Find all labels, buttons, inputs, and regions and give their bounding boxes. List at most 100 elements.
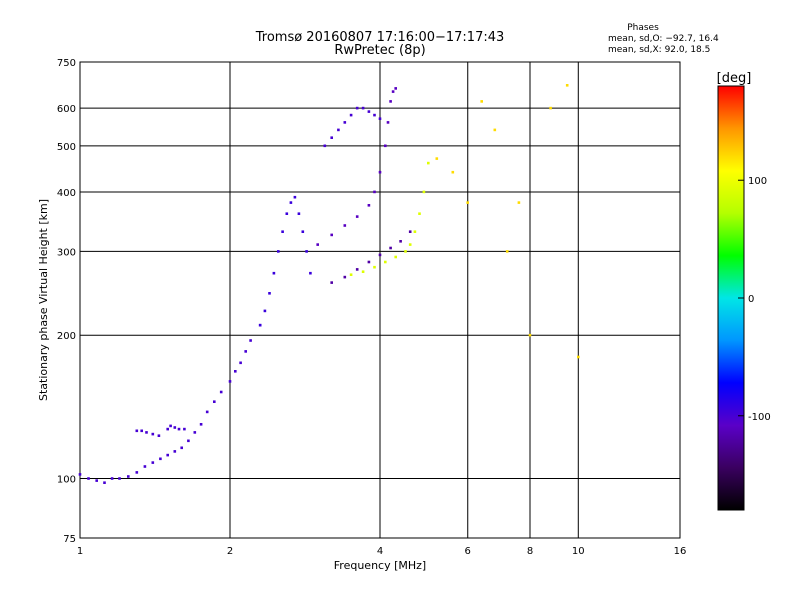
y-tick-label: 600 xyxy=(57,104,76,115)
plot-area xyxy=(78,61,681,539)
data-point xyxy=(361,106,365,110)
data-point xyxy=(367,260,371,264)
data-point xyxy=(378,170,382,174)
data-point xyxy=(199,423,203,426)
data-point xyxy=(466,201,469,204)
x-tick-label: 2 xyxy=(227,546,233,557)
data-point xyxy=(309,271,312,275)
phase-colorbar: [deg] 100 0 -100 xyxy=(717,71,771,511)
data-point xyxy=(228,380,232,383)
data-point xyxy=(169,424,172,428)
data-point xyxy=(389,100,392,103)
x-tick-label: 10 xyxy=(572,546,585,557)
data-point xyxy=(330,136,333,139)
data-point xyxy=(293,195,297,199)
data-point xyxy=(258,323,262,327)
data-point xyxy=(378,117,382,120)
y-tick-label: 200 xyxy=(57,331,76,342)
phases-x-line: mean, sd,X: 92.0, 18.5 xyxy=(608,45,710,55)
data-point xyxy=(422,190,426,194)
data-point xyxy=(166,453,169,457)
data-point xyxy=(408,230,412,233)
data-point xyxy=(268,292,271,295)
data-point xyxy=(159,457,162,461)
data-point xyxy=(263,309,267,313)
data-point xyxy=(330,233,333,237)
colorbar-tick-label: 0 xyxy=(748,294,754,305)
y-tick-label: 750 xyxy=(57,58,76,69)
x-tick-label: 8 xyxy=(527,546,533,557)
data-point xyxy=(305,250,308,253)
data-point xyxy=(173,450,177,453)
data-point xyxy=(95,479,98,482)
data-point xyxy=(219,390,223,394)
data-point xyxy=(297,212,301,215)
data-point xyxy=(565,84,569,87)
y-tick-label: 300 xyxy=(57,247,76,258)
phases-title: Phases xyxy=(627,23,659,33)
data-point xyxy=(166,427,169,431)
data-point xyxy=(337,128,340,132)
data-point xyxy=(239,361,242,365)
data-point xyxy=(386,121,390,124)
x-axis-label: Frequency [MHz] xyxy=(334,559,426,572)
data-point xyxy=(384,260,387,264)
data-point xyxy=(103,481,106,484)
data-point xyxy=(373,190,376,194)
colorbar-label: [deg] xyxy=(717,71,752,86)
data-point xyxy=(285,212,289,215)
data-point xyxy=(367,204,371,207)
data-point xyxy=(349,113,353,117)
data-point xyxy=(281,230,284,233)
data-point xyxy=(301,230,305,233)
data-point xyxy=(78,473,82,476)
data-point xyxy=(343,224,347,227)
data-point xyxy=(493,128,497,132)
data-point xyxy=(404,250,407,253)
data-point xyxy=(528,333,532,337)
data-point xyxy=(355,215,359,218)
data-point xyxy=(323,144,327,148)
data-point xyxy=(157,434,161,437)
data-point xyxy=(389,246,392,250)
data-point xyxy=(480,100,483,103)
data-point xyxy=(451,170,455,174)
data-point xyxy=(343,121,347,124)
data-point xyxy=(330,281,333,284)
data-points xyxy=(78,84,580,484)
data-point xyxy=(151,461,155,464)
data-point xyxy=(151,432,155,436)
y-tick-label: 400 xyxy=(57,188,76,199)
grid xyxy=(80,62,680,538)
data-point xyxy=(435,157,439,160)
data-point xyxy=(244,350,247,353)
data-point xyxy=(391,90,395,93)
data-point xyxy=(549,106,552,110)
data-point xyxy=(277,250,280,253)
data-point xyxy=(234,370,237,373)
colorbar-tick-label: 100 xyxy=(748,176,767,187)
data-point xyxy=(367,110,371,113)
data-point xyxy=(373,265,376,269)
data-point xyxy=(143,465,147,468)
data-point xyxy=(427,161,430,165)
y-tick-label: 500 xyxy=(57,142,76,153)
data-point xyxy=(205,410,209,414)
data-point xyxy=(87,477,90,480)
data-point xyxy=(355,268,359,271)
data-point xyxy=(183,427,186,431)
data-point xyxy=(517,201,521,204)
data-point xyxy=(272,271,276,275)
data-point xyxy=(505,250,509,253)
x-axis: 1 2 4 6 8 10 16 xyxy=(77,546,687,557)
data-point xyxy=(145,431,148,434)
data-point xyxy=(413,230,417,233)
data-point xyxy=(110,477,114,480)
data-point xyxy=(361,270,365,273)
data-point xyxy=(399,240,402,243)
data-point xyxy=(378,253,382,257)
data-point xyxy=(173,426,177,429)
data-point xyxy=(418,212,421,215)
data-point xyxy=(355,106,359,110)
